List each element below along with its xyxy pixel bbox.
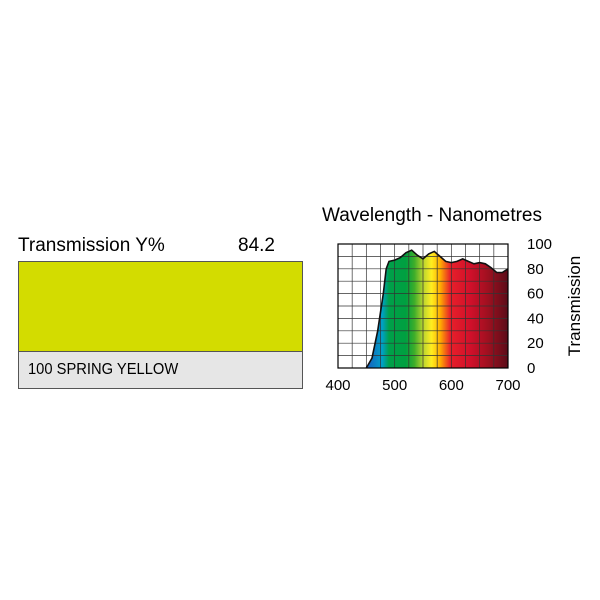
y-tick-label: 80	[527, 261, 544, 278]
x-tick-label: 600	[439, 377, 464, 394]
transmission-curve	[365, 249, 509, 369]
plot-frame	[337, 243, 509, 369]
transmission-value: 84.2	[238, 235, 275, 256]
x-tick-label: 700	[495, 377, 520, 394]
filter-name: 100 SPRING YELLOW	[28, 361, 179, 378]
x-tick-label: 500	[382, 377, 407, 394]
y-tick-label: 0	[527, 360, 535, 377]
x-tick-label: 400	[325, 377, 350, 394]
y-tick-label: 40	[527, 310, 544, 327]
y-tick-label: 100	[527, 236, 552, 253]
filter-name-box: 100 SPRING YELLOW	[18, 351, 303, 389]
chart-title: Wavelength - Nanometres	[322, 205, 543, 226]
color-swatch	[18, 261, 303, 351]
y-tick-label: 60	[527, 286, 544, 303]
y-tick-label: 20	[527, 335, 544, 352]
transmission-label: Transmission Y%	[18, 235, 165, 256]
y-axis-label: Transmission	[565, 256, 584, 356]
